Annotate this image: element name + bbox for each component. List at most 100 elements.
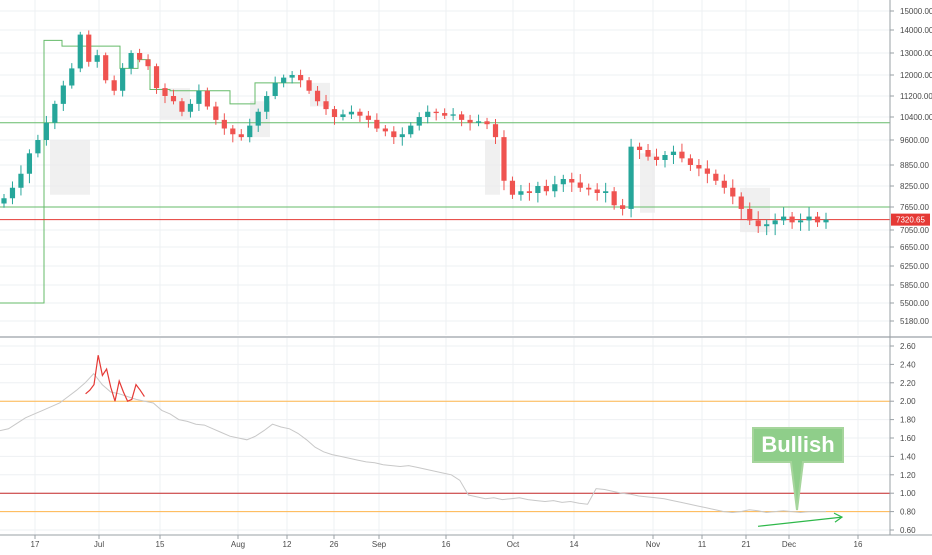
price-tick-label: 8850.00 bbox=[900, 161, 929, 170]
price-tick-label: 12000.00 bbox=[900, 71, 932, 80]
candle-body bbox=[552, 184, 558, 192]
time-tick-label: 17 bbox=[31, 540, 40, 549]
indicator-line-grey bbox=[0, 372, 826, 514]
candle-body bbox=[348, 111, 355, 115]
candle-body bbox=[35, 140, 41, 154]
candle-body bbox=[289, 75, 295, 78]
candle-body bbox=[153, 66, 160, 89]
candle-body bbox=[645, 150, 651, 157]
candle-body bbox=[450, 114, 456, 116]
price-tick-label: 6250.00 bbox=[900, 262, 929, 271]
indicator-tick-label: 2.40 bbox=[900, 360, 916, 369]
candle-body bbox=[136, 53, 143, 60]
candle-body bbox=[620, 205, 626, 209]
price-tick-label: 11200.00 bbox=[900, 92, 932, 101]
candle-body bbox=[365, 115, 371, 120]
candle-body bbox=[603, 191, 609, 193]
price-tick-label: 6650.00 bbox=[900, 243, 929, 252]
time-tick-label: 16 bbox=[442, 540, 451, 549]
bullish-annotation: Bullish bbox=[752, 427, 844, 527]
candle-body bbox=[814, 216, 821, 223]
candle-body bbox=[475, 121, 482, 123]
time-tick-label: 21 bbox=[742, 540, 751, 549]
trend-arrow-head bbox=[833, 512, 844, 523]
indicator-tick-label: 2.20 bbox=[900, 379, 916, 388]
candle-body bbox=[179, 101, 185, 112]
candle-body bbox=[806, 216, 812, 221]
candle-body bbox=[357, 111, 363, 116]
candle-body bbox=[26, 153, 33, 174]
candle-body bbox=[162, 88, 168, 96]
candle-body bbox=[314, 90, 321, 102]
candle-body bbox=[577, 182, 583, 188]
candle-body bbox=[391, 131, 397, 138]
candle-body bbox=[560, 179, 566, 185]
candle-body bbox=[687, 158, 694, 165]
indicator-tick-label: 1.20 bbox=[900, 471, 916, 480]
candle-body bbox=[586, 187, 592, 190]
candle-body bbox=[569, 179, 575, 183]
candle-body bbox=[1, 198, 7, 204]
time-tick-label: Oct bbox=[507, 540, 520, 549]
indicator-tick-label: 1.80 bbox=[900, 416, 916, 425]
candle-body bbox=[670, 151, 677, 155]
indicator-tick-label: 1.60 bbox=[900, 434, 916, 443]
price-tick-label: 5850.00 bbox=[900, 281, 929, 290]
indicator-series bbox=[0, 355, 826, 514]
time-tick-label: 26 bbox=[330, 540, 339, 549]
candle-body bbox=[196, 90, 202, 104]
candle-body bbox=[69, 68, 75, 86]
candle-body bbox=[238, 134, 244, 138]
candle-body bbox=[518, 191, 524, 195]
bullish-callout-label: Bullish bbox=[761, 432, 834, 457]
candle-body bbox=[230, 128, 236, 135]
time-axis[interactable]: 17 Jul 15 Aug 12 26 Sep 16 Oct 14 Nov 11 21 Dec 16 bbox=[31, 535, 863, 549]
price-tick-label: 8250.00 bbox=[900, 182, 929, 191]
candle-body bbox=[747, 208, 753, 221]
candle-body bbox=[467, 119, 473, 123]
candle-body bbox=[145, 59, 151, 67]
candle-body bbox=[433, 111, 439, 114]
price-pane bbox=[0, 0, 890, 335]
price-tick-label: 13000.00 bbox=[900, 49, 932, 58]
candle-body bbox=[247, 125, 253, 138]
candle-body bbox=[611, 191, 617, 206]
candle-body bbox=[730, 187, 736, 197]
candle-body bbox=[374, 119, 380, 129]
trend-arrow-line bbox=[757, 516, 843, 527]
range-box bbox=[50, 140, 90, 195]
indicator-tick-label: 2.00 bbox=[900, 397, 916, 406]
candle-body bbox=[306, 80, 312, 91]
candle-body bbox=[662, 155, 668, 160]
indicator-tick-label: 1.40 bbox=[900, 452, 916, 461]
candle-body bbox=[484, 121, 490, 125]
candle-body bbox=[543, 186, 549, 192]
candle-body bbox=[111, 80, 117, 91]
candle-body bbox=[636, 146, 643, 150]
price-scale[interactable]: 15000.00 14000.00 13000.00 12000.00 11200.00… bbox=[890, 7, 932, 326]
price-tick-label: 7650.00 bbox=[900, 203, 929, 212]
price-grid bbox=[0, 0, 890, 335]
candle-body bbox=[526, 191, 533, 193]
candle-body bbox=[18, 173, 24, 188]
candle-body bbox=[272, 82, 278, 96]
range-box bbox=[485, 140, 500, 195]
price-tick-label: 15000.00 bbox=[900, 7, 932, 16]
time-tick-label: 14 bbox=[570, 540, 579, 549]
candle-body bbox=[738, 196, 744, 209]
candle-body bbox=[594, 189, 600, 193]
price-tick-label: 7050.00 bbox=[900, 226, 929, 235]
candle-body bbox=[204, 90, 210, 107]
indicator-scale[interactable]: 2.60 2.40 2.20 2.00 1.80 1.60 1.40 1.20 1.00 0.80… bbox=[890, 342, 916, 535]
candle-body bbox=[187, 103, 194, 112]
candle-body bbox=[492, 124, 499, 138]
time-tick-label: Dec bbox=[782, 540, 796, 549]
candle-body bbox=[103, 55, 109, 81]
time-tick-label: 16 bbox=[854, 540, 863, 549]
candle-body bbox=[399, 134, 405, 138]
candle-body bbox=[425, 111, 431, 117]
candle-body bbox=[9, 187, 16, 199]
candle-body bbox=[340, 114, 346, 117]
candle-body bbox=[213, 106, 219, 120]
